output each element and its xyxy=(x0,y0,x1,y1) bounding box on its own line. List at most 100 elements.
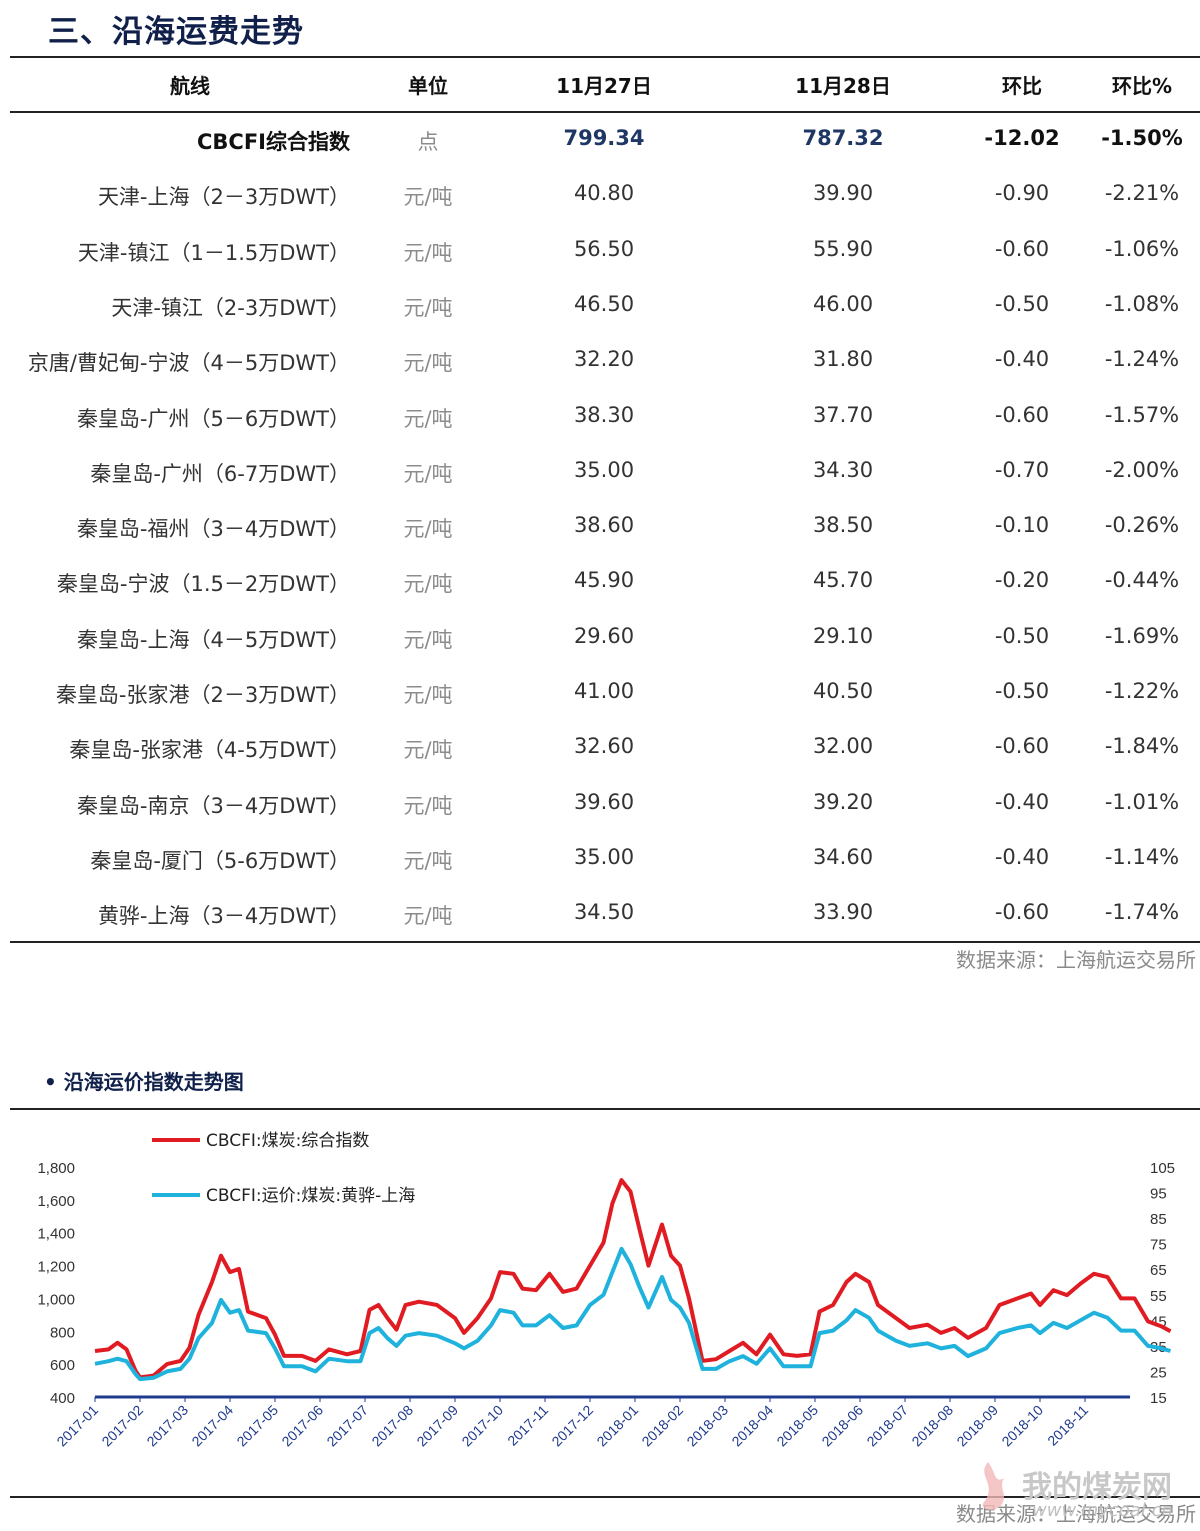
cell-unit: 元/吨 xyxy=(403,627,453,652)
y-left-tick-label: 1,400 xyxy=(37,1226,75,1243)
cell-date-27: 39.60 xyxy=(573,789,635,814)
header-route: 航线 xyxy=(170,74,210,98)
cell-route: 京唐/曹妃甸-宁波（4－5万DWT） xyxy=(27,351,350,376)
cell-change: -0.70 xyxy=(994,457,1050,482)
cell-change: -0.90 xyxy=(994,181,1050,206)
cell-unit: 元/吨 xyxy=(403,351,453,376)
cell-date-28: 33.90 xyxy=(812,900,874,925)
cell-date-27: 56.50 xyxy=(573,236,635,261)
y-right-tick-label: 95 xyxy=(1150,1186,1167,1203)
y-left-tick-label: 800 xyxy=(50,1324,75,1341)
x-tick-label: 2017-04 xyxy=(188,1402,236,1450)
table-top-rule xyxy=(10,56,1200,58)
y-left-tick-label: 600 xyxy=(50,1357,75,1374)
y-right-tick-label: 65 xyxy=(1150,1262,1167,1279)
cell-date-27: 40.80 xyxy=(573,181,635,206)
cell-unit: 点 xyxy=(417,130,439,154)
x-tick-label: 2018-10 xyxy=(998,1402,1046,1450)
y-right-tick-label: 55 xyxy=(1150,1288,1167,1305)
table-row: 秦皇岛-上海（4－5万DWT） 元/吨 29.60 29.10 -0.50 -1.69% xyxy=(10,611,1200,666)
x-tick-label: 2018-06 xyxy=(818,1402,866,1450)
header-date-28: 11月28日 xyxy=(795,74,891,98)
flame-logo-icon xyxy=(982,1462,1004,1510)
cell-date-27: 29.60 xyxy=(573,623,635,648)
x-tick-label: 2018-09 xyxy=(953,1402,1001,1450)
x-tick-label: 2017-02 xyxy=(98,1402,146,1450)
cell-unit: 元/吨 xyxy=(403,793,453,818)
cell-route: 天津-上海（2－3万DWT） xyxy=(97,185,350,210)
table-row: 秦皇岛-宁波（1.5－2万DWT） 元/吨 45.90 45.70 -0.20 -0.44… xyxy=(10,555,1200,610)
x-tick-label: 2017-09 xyxy=(413,1402,461,1450)
cell-date-28: 29.10 xyxy=(812,623,874,648)
cell-unit: 元/吨 xyxy=(403,185,453,210)
table-row: 秦皇岛-厦门（5-6万DWT） 元/吨 35.00 34.60 -0.40 -1.14% xyxy=(10,832,1200,887)
cell-route: 秦皇岛-广州（5－6万DWT） xyxy=(76,406,350,431)
cell-change: -0.50 xyxy=(994,679,1050,703)
cell-change-pct: -1.74% xyxy=(1104,900,1180,925)
legend-label: CBCFI:运价:煤炭:黄骅-上海 xyxy=(206,1186,415,1206)
table-row: 秦皇岛-福州（3－4万DWT） 元/吨 38.60 38.50 -0.10 -0.26% xyxy=(10,500,1200,555)
cell-unit: 元/吨 xyxy=(403,240,453,265)
x-tick-label: 2017-06 xyxy=(278,1402,326,1450)
cell-change-pct: -1.84% xyxy=(1104,734,1180,759)
cell-change-pct: -1.14% xyxy=(1104,844,1180,869)
cell-route: 秦皇岛-张家港（4-5万DWT） xyxy=(69,738,350,763)
cell-change-pct: -2.00% xyxy=(1104,457,1180,482)
cell-date-27: 799.34 xyxy=(563,126,645,150)
x-tick-label: 2017-08 xyxy=(368,1402,416,1450)
cell-date-28: 39.20 xyxy=(812,789,874,814)
cell-date-27: 41.00 xyxy=(573,679,635,703)
cell-date-28: 37.70 xyxy=(812,402,874,427)
cell-unit: 元/吨 xyxy=(403,848,453,873)
x-tick-label: 2017-12 xyxy=(548,1402,596,1450)
cell-change: -0.60 xyxy=(994,900,1050,925)
cell-change: -0.50 xyxy=(994,291,1050,316)
cell-date-28: 787.32 xyxy=(802,126,884,150)
table-row: 天津-上海（2－3万DWT） 元/吨 40.80 39.90 -0.90 -2.21% xyxy=(10,168,1200,223)
chart-title: • 沿海运价指数走势图 xyxy=(44,1070,244,1094)
x-tick-label: 2018-03 xyxy=(683,1402,731,1450)
cell-date-28: 38.50 xyxy=(812,513,874,538)
table-row: 秦皇岛-张家港（4-5万DWT） 元/吨 32.60 32.00 -0.60 -1.84% xyxy=(10,721,1200,776)
cell-change: -0.60 xyxy=(994,236,1050,261)
table-bottom-rule xyxy=(10,941,1200,943)
table-row-index: CBCFI综合指数 点 799.34 787.32 -12.02 -1.50% xyxy=(10,113,1200,168)
table-row: 秦皇岛-张家港（2－3万DWT） 元/吨 41.00 40.50 -0.50 -1.22% xyxy=(10,666,1200,721)
table-row: 黄骅-上海（3－4万DWT） 元/吨 34.50 33.90 -0.60 -1.74% xyxy=(10,887,1200,942)
watermark-url: www.mycoal.cn xyxy=(1032,1500,1173,1521)
cell-unit: 元/吨 xyxy=(403,517,453,542)
cell-change-pct: -1.01% xyxy=(1104,789,1180,814)
header-date-27: 11月27日 xyxy=(556,74,652,98)
table-row: 天津-镇江（2-3万DWT） 元/吨 46.50 46.00 -0.50 -1.08% xyxy=(10,279,1200,334)
cell-date-28: 45.70 xyxy=(812,568,874,593)
cell-change: -12.02 xyxy=(984,126,1060,150)
x-tick-label: 2017-11 xyxy=(504,1402,551,1449)
cell-unit: 元/吨 xyxy=(403,572,453,597)
table-row: 秦皇岛-南京（3－4万DWT） 元/吨 39.60 39.20 -0.40 -1.01% xyxy=(10,777,1200,832)
cell-route: 秦皇岛-广州（6-7万DWT） xyxy=(90,461,350,486)
x-tick-label: 2018-01 xyxy=(593,1402,641,1450)
y-left-tick-label: 1,200 xyxy=(37,1259,75,1276)
header-change: 环比 xyxy=(1002,74,1042,98)
y-left-tick-label: 1,000 xyxy=(37,1291,75,1308)
cell-unit: 元/吨 xyxy=(403,683,453,707)
x-tick-label: 2017-07 xyxy=(323,1402,371,1450)
cell-date-28: 34.30 xyxy=(812,457,874,482)
x-tick-label: 2018-05 xyxy=(773,1402,821,1450)
cell-route: 秦皇岛-南京（3－4万DWT） xyxy=(76,793,350,818)
table-row: 秦皇岛-广州（6-7万DWT） 元/吨 35.00 34.30 -0.70 -2.00% xyxy=(10,445,1200,500)
y-left-tick-label: 1,800 xyxy=(37,1160,75,1177)
cell-route: 秦皇岛-宁波（1.5－2万DWT） xyxy=(56,572,350,597)
cell-date-28: 34.60 xyxy=(812,844,874,869)
cell-change: -0.60 xyxy=(994,734,1050,759)
cell-change-pct: -0.26% xyxy=(1104,513,1180,538)
x-tick-label: 2018-08 xyxy=(908,1402,956,1450)
cell-change: -0.40 xyxy=(994,347,1050,372)
cell-change: -0.60 xyxy=(994,402,1050,427)
cell-unit: 元/吨 xyxy=(403,738,453,763)
cell-route: 天津-镇江（1－1.5万DWT） xyxy=(77,240,350,265)
cell-change: -0.50 xyxy=(994,623,1050,648)
cell-date-27: 45.90 xyxy=(573,568,635,593)
cell-change: -0.40 xyxy=(994,789,1050,814)
table-row: 天津-镇江（1－1.5万DWT） 元/吨 56.50 55.90 -0.60 -1.06% xyxy=(10,224,1200,279)
